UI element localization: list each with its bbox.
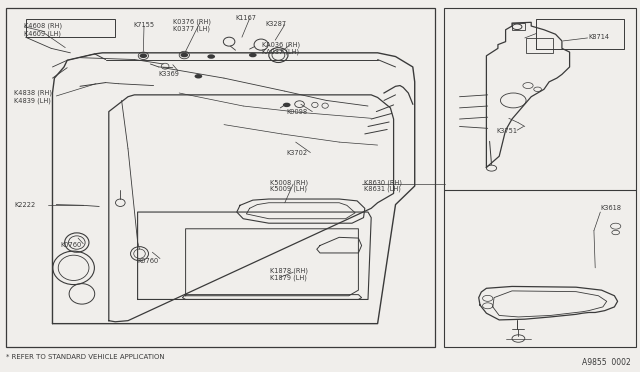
Text: K7155: K7155 xyxy=(133,22,154,28)
Circle shape xyxy=(207,54,215,59)
Text: K4608 (RH): K4608 (RH) xyxy=(24,23,63,29)
Bar xyxy=(444,8,636,347)
Text: K4838 (RH): K4838 (RH) xyxy=(14,90,52,96)
Bar xyxy=(526,38,553,53)
Text: K4609 (LH): K4609 (LH) xyxy=(24,30,61,37)
Text: A9855  0002: A9855 0002 xyxy=(582,358,630,367)
Bar xyxy=(26,19,115,37)
Text: K3287: K3287 xyxy=(266,21,287,27)
Text: K5009 (LH): K5009 (LH) xyxy=(270,186,307,192)
Text: K5008 (RH): K5008 (RH) xyxy=(270,179,308,186)
Circle shape xyxy=(195,74,202,78)
Text: K8630 (RH): K8630 (RH) xyxy=(364,179,401,186)
Text: K8714: K8714 xyxy=(589,34,610,40)
Circle shape xyxy=(140,54,147,58)
Text: K0760: K0760 xyxy=(61,242,82,248)
Text: K0760: K0760 xyxy=(138,258,159,264)
Text: K3369: K3369 xyxy=(159,71,180,77)
Circle shape xyxy=(180,53,188,57)
Bar xyxy=(512,23,525,30)
Text: K0098: K0098 xyxy=(287,109,308,115)
Circle shape xyxy=(283,103,291,107)
Text: KA036 (RH): KA036 (RH) xyxy=(262,41,301,48)
Text: K4839 (LH): K4839 (LH) xyxy=(14,97,51,104)
Text: K1167: K1167 xyxy=(236,15,257,21)
Bar xyxy=(6,8,435,347)
Text: * REFER TO STANDARD VEHICLE APPLICATION: * REFER TO STANDARD VEHICLE APPLICATION xyxy=(6,354,165,360)
Text: K2222: K2222 xyxy=(14,202,35,208)
Text: K0376 (RH): K0376 (RH) xyxy=(173,18,211,25)
Text: K3702: K3702 xyxy=(287,150,308,156)
Text: K1878 (RH): K1878 (RH) xyxy=(270,267,308,274)
Text: K1879 (LH): K1879 (LH) xyxy=(270,274,307,281)
Text: K0377 (LH): K0377 (LH) xyxy=(173,25,210,32)
Text: K8631 (LH): K8631 (LH) xyxy=(364,186,401,192)
Text: K3618: K3618 xyxy=(600,205,621,211)
Circle shape xyxy=(249,53,257,57)
Text: K3751: K3751 xyxy=(496,128,517,134)
Text: KA037 (LH): KA037 (LH) xyxy=(262,48,300,55)
